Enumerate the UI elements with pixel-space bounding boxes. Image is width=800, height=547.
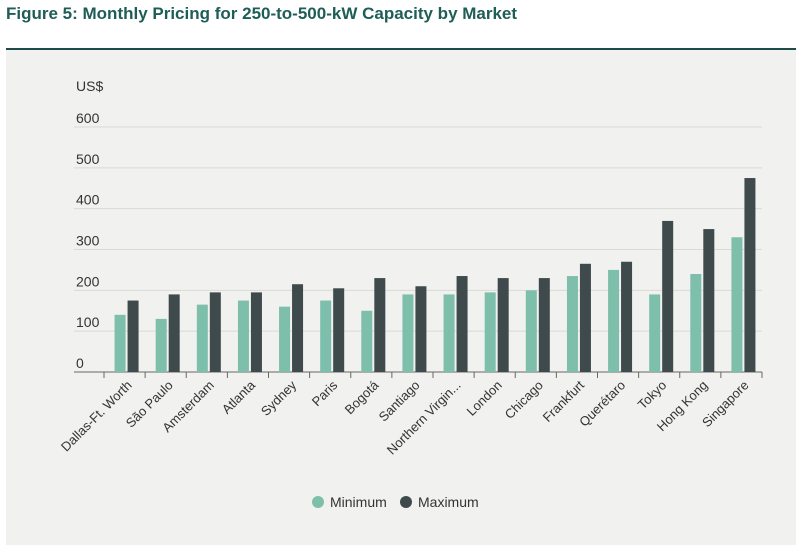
bar-minimum (196, 304, 208, 372)
bar-maximum (497, 278, 509, 372)
bar-minimum (566, 276, 578, 372)
bar-minimum (649, 294, 661, 372)
y-tick-label: 400 (76, 192, 100, 208)
bar-maximum (250, 292, 262, 372)
bar-maximum (209, 292, 221, 372)
y-tick-label: 500 (76, 151, 100, 167)
y-tick-label: 100 (76, 314, 100, 330)
x-tick-label: Atlanta (219, 377, 259, 417)
bar-maximum (579, 263, 591, 372)
bar-minimum (155, 318, 167, 372)
y-tick-label: 300 (76, 233, 100, 249)
legend-label-maximum: Maximum (418, 494, 479, 510)
bar-maximum (456, 276, 468, 372)
bar-maximum (662, 220, 674, 372)
x-tick-label: Tokyo (635, 378, 670, 413)
y-tick-label: 600 (76, 110, 100, 126)
bar-minimum (402, 294, 414, 372)
bar-minimum (690, 274, 702, 372)
bar-maximum (621, 261, 633, 372)
bar-maximum (703, 229, 715, 372)
bar-maximum (292, 284, 304, 372)
x-tick-label: Sydney (258, 377, 300, 419)
title-rule (6, 48, 796, 50)
x-tick-label: Dallas-Ft. Worth (58, 378, 135, 455)
bar-maximum (415, 286, 427, 372)
bar-minimum (608, 269, 620, 372)
x-tick-label: Northern Virgin... (384, 378, 464, 458)
bar-maximum (744, 178, 756, 372)
bar-maximum (374, 278, 386, 372)
figure-title: Figure 5: Monthly Pricing for 250-to-500… (6, 4, 518, 23)
bar-minimum (320, 300, 332, 372)
bar-maximum (333, 288, 345, 372)
bar-minimum (731, 237, 743, 372)
bar-minimum (484, 292, 496, 372)
bar-maximum (168, 294, 180, 372)
x-tick-label: London (464, 378, 505, 419)
y-axis-label: US$ (76, 78, 103, 94)
x-tick-label: Paris (309, 377, 341, 409)
y-tick-label: 0 (76, 355, 84, 371)
bar-minimum (114, 314, 126, 372)
y-tick-label: 200 (76, 273, 100, 289)
legend-marker-minimum (312, 496, 324, 508)
bar-minimum (361, 310, 373, 372)
legend-label-minimum: Minimum (330, 494, 387, 510)
bar-minimum (279, 306, 291, 372)
bar-minimum (443, 294, 455, 372)
bar-minimum (237, 300, 249, 372)
x-tick-label: Bogotá (342, 377, 382, 417)
bar-maximum (538, 278, 550, 372)
bar-maximum (127, 300, 139, 372)
legend-marker-maximum (400, 496, 412, 508)
bar-minimum (525, 290, 537, 372)
